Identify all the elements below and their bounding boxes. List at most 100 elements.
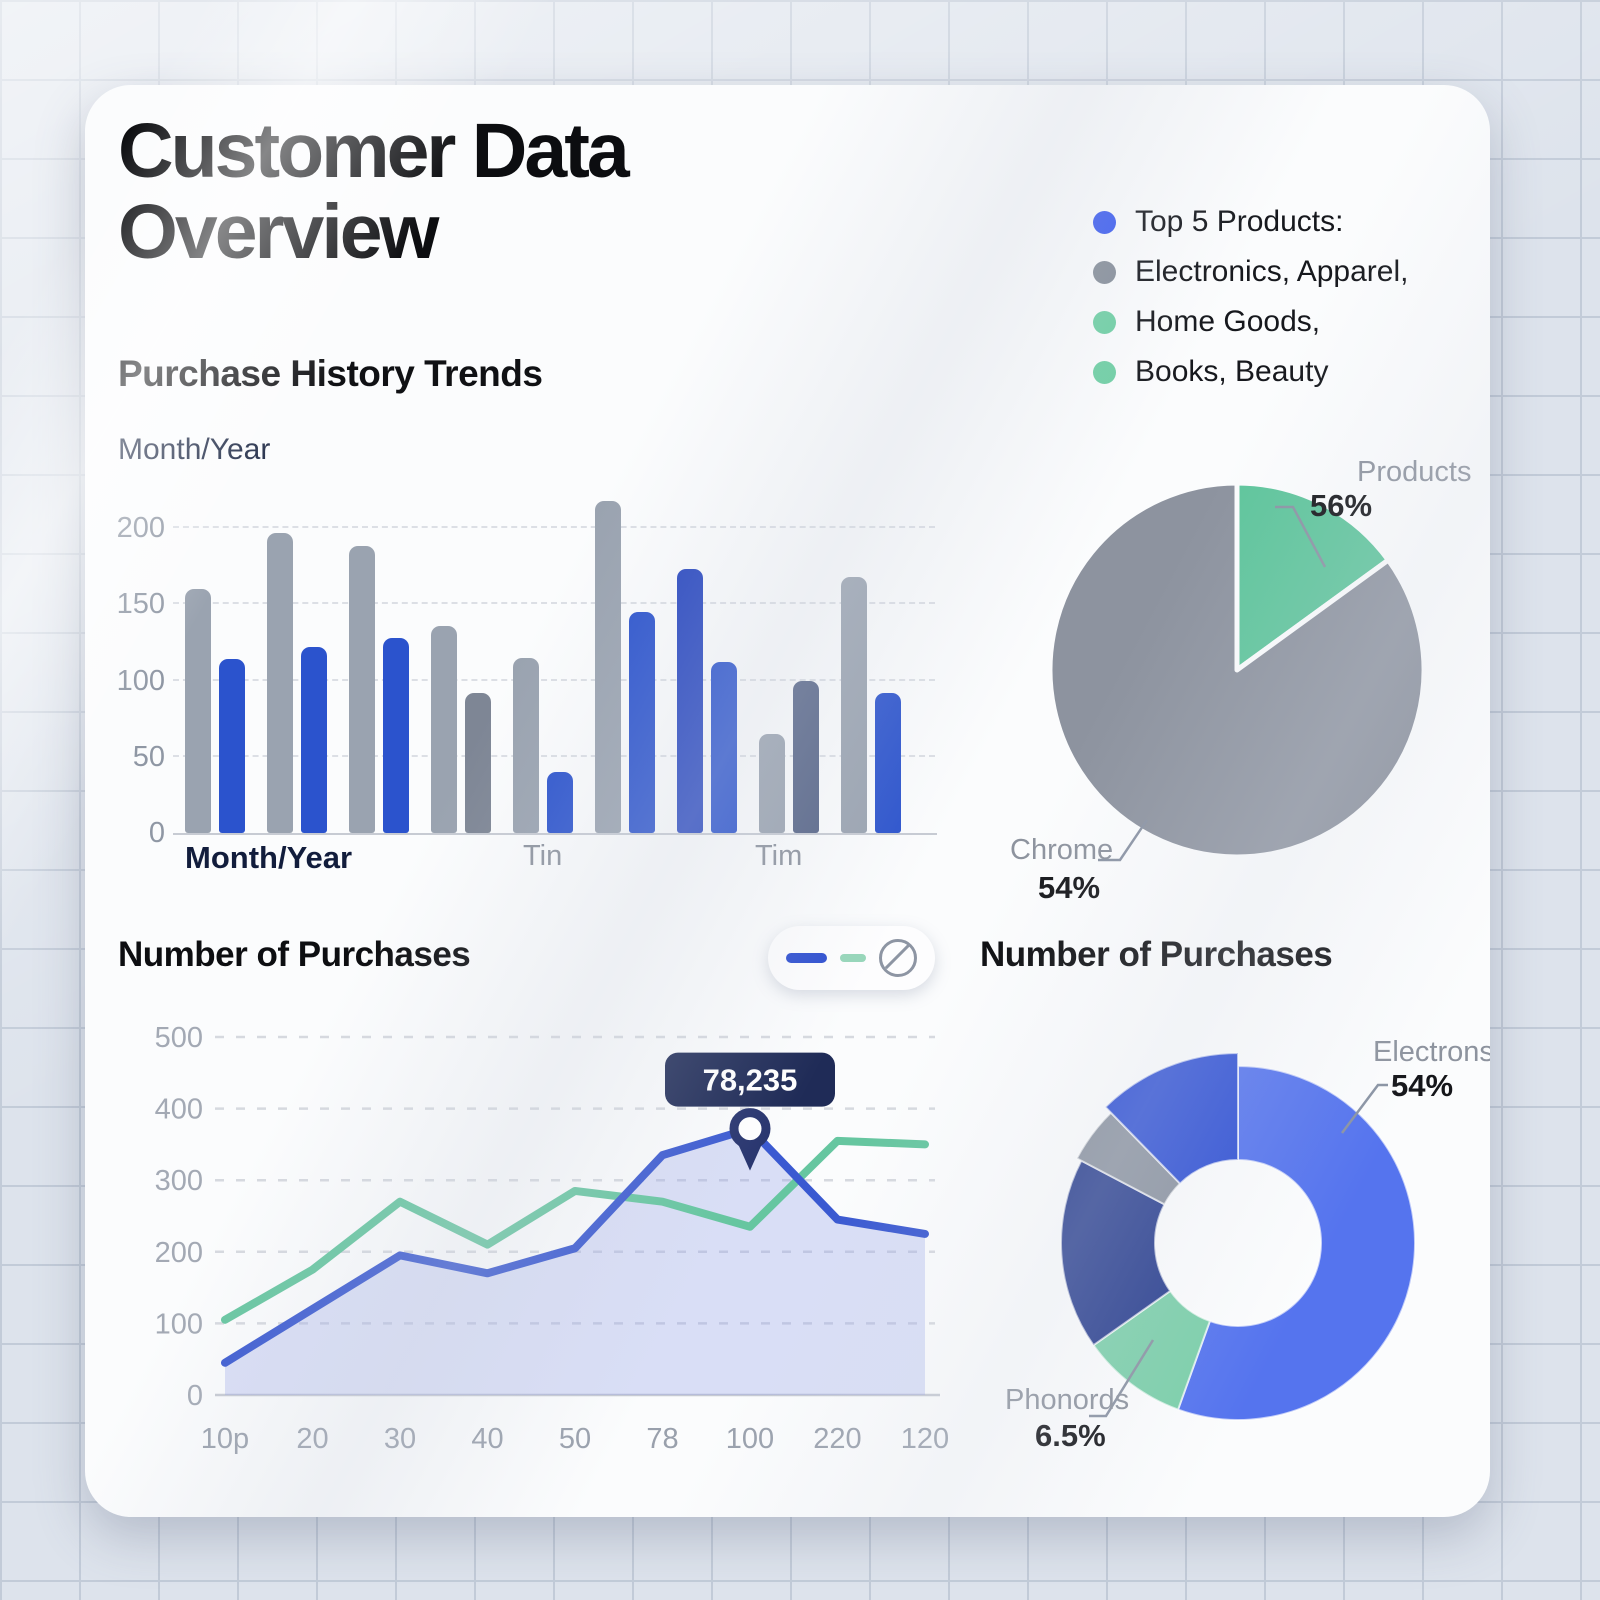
x-tick-label: 78: [646, 1423, 678, 1455]
bar-group: [513, 658, 573, 833]
bar-chart-x-axis: Month/Year Tin Tim: [85, 840, 1490, 880]
tooltip: 78,235: [665, 1052, 835, 1107]
dashboard-card: Customer Data Overview Purchase History …: [85, 85, 1490, 1517]
slash-circle-icon: [879, 939, 917, 977]
gridline: [173, 755, 935, 757]
y-tick-label: 150: [116, 588, 165, 620]
y-tick-label: 0: [148, 817, 165, 849]
x-tick-label: 220: [813, 1423, 861, 1455]
bar: [793, 681, 819, 833]
legend-dot-icon: [1093, 360, 1116, 384]
x-axis-label: Tin: [523, 840, 563, 872]
bar: [301, 647, 327, 833]
bar: [431, 626, 457, 833]
donut-slice: [1103, 1051, 1239, 1185]
y-tick-label: 100: [116, 665, 165, 697]
bar: [875, 693, 901, 833]
bar-group: [759, 681, 819, 833]
bar: [219, 659, 245, 833]
x-tick-label: 100: [726, 1423, 774, 1455]
x-tick-label: 30: [384, 1423, 416, 1455]
legend-item-label: Top 5 Products:: [1135, 205, 1344, 238]
y-tick-label: 0: [187, 1380, 203, 1412]
page-title: Customer Data Overview: [118, 108, 630, 275]
purchase-history-bar-chart: [185, 493, 901, 833]
donut-slice-label: Electrons: [1373, 1036, 1490, 1068]
donut-slice: [1176, 1064, 1416, 1421]
bar-chart-gridlines: [173, 493, 935, 833]
x-tick-label: 120: [901, 1423, 949, 1455]
gridline: [173, 526, 935, 528]
bar: [759, 734, 785, 833]
purchases-line-chart: 0 100 200 300 400 500 10p 20 30 40 50 78 100 220 120 78…: [155, 1000, 955, 1480]
bar: [513, 658, 539, 833]
bar-group: [185, 589, 245, 833]
leader-line: [1098, 819, 1149, 862]
bar: [185, 589, 211, 833]
line-chart-title: Number of Purchases: [118, 935, 471, 974]
tooltip-pin-icon: [729, 1108, 771, 1150]
bar-chart-y-axis: 0 50 100 150 200: [103, 493, 165, 849]
blue-series-swatch-icon: [786, 953, 827, 963]
legend-item-label: Home Goods,: [1135, 305, 1321, 338]
top-products-legend: Top 5 Products: Electronics, Apparel, Ho…: [1093, 205, 1408, 389]
leader-line: [1275, 505, 1327, 568]
bar: [465, 693, 491, 833]
y-tick-label: 300: [155, 1165, 203, 1197]
legend-item-label: Books, Beauty: [1135, 355, 1329, 388]
page-subtitle: Purchase History Trends: [118, 353, 543, 394]
bar: [267, 533, 293, 833]
bar-group: [595, 501, 655, 833]
tooltip-value: 78,235: [703, 1063, 798, 1098]
bar-group: [349, 546, 409, 833]
bar: [383, 638, 409, 833]
bar-chart-baseline: [173, 833, 937, 835]
donut-svg: [1060, 1051, 1416, 1421]
top-products-pie-chart: Products 56% Chrome 54%: [980, 430, 1490, 980]
bar: [595, 501, 621, 833]
y-tick-label: 200: [116, 512, 165, 544]
bar-chart-axis-title: Month/Year: [118, 433, 271, 466]
pie-slice: [1234, 480, 1391, 673]
bar: [841, 577, 867, 833]
leader-line: [1089, 1339, 1155, 1418]
legend-item-label: Electronics, Apparel,: [1135, 255, 1409, 288]
y-tick-label: 100: [155, 1308, 203, 1340]
legend-item: Books, Beauty: [1093, 355, 1408, 389]
pie-slice-pct: 54%: [1038, 870, 1101, 905]
x-tick-label: 20: [296, 1423, 328, 1455]
donut-slice: [1060, 1159, 1172, 1347]
x-tick-label: 50: [559, 1423, 591, 1455]
legend-item: Electronics, Apparel,: [1093, 255, 1408, 289]
y-tick-label: 400: [155, 1094, 203, 1126]
legend-item: Home Goods,: [1093, 305, 1408, 339]
bar-group: [677, 569, 737, 833]
legend-item: Top 5 Products:: [1093, 205, 1408, 239]
gridline: [173, 679, 935, 681]
pie-svg: [1047, 480, 1427, 862]
donut-slice-pct: 6.5%: [1035, 1418, 1106, 1453]
bar-group: [267, 533, 327, 833]
line-chart-legend-pill[interactable]: [768, 926, 935, 990]
y-tick-label: 200: [155, 1237, 203, 1269]
pie-slice-label: Products: [1357, 456, 1472, 488]
pie-slice-label: Chrome: [1010, 834, 1114, 866]
legend-dot-icon: [1093, 310, 1116, 334]
x-tick-label: 40: [471, 1423, 503, 1455]
tooltip-box: [665, 1052, 835, 1107]
donut-slice-label: Phonords: [1005, 1384, 1130, 1416]
donut-slice-pct: 54%: [1391, 1068, 1454, 1103]
bar: [547, 772, 573, 833]
legend-dot-icon: [1093, 260, 1116, 284]
legend-dot-icon: [1093, 210, 1116, 234]
x-axis-label: Month/Year: [185, 840, 353, 875]
purchases-blue-line: [221, 1124, 929, 1367]
line-svg: 0 100 200 300 400 500 10p 20 30 40 50 78 100 220 120 78…: [155, 1022, 950, 1455]
x-axis-label: Tim: [755, 840, 803, 872]
leader-line: [1341, 1083, 1388, 1134]
area-fill: [225, 1128, 925, 1395]
x-tick-label: 10p: [201, 1423, 249, 1455]
pie-slice: [1047, 480, 1427, 860]
bar: [711, 662, 737, 833]
gridline: [173, 602, 935, 604]
